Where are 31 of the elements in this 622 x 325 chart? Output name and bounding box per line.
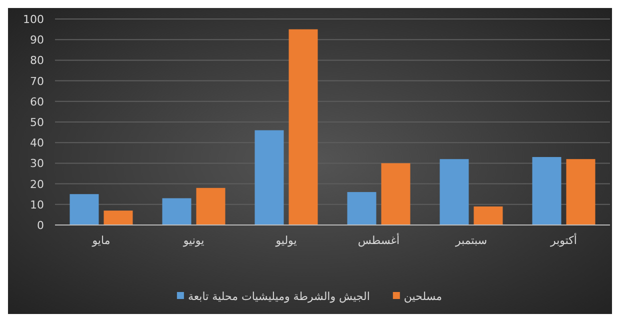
y-tick-label: 10 <box>30 198 44 212</box>
x-tick-label: يوليو <box>274 234 297 247</box>
y-tick-label: 60 <box>30 95 44 108</box>
bar <box>288 29 318 225</box>
x-tick-label: يونيو <box>182 234 204 247</box>
bar <box>347 192 376 225</box>
legend-label: مسلحين <box>404 290 442 303</box>
x-tick-label: أغسطس <box>358 233 400 247</box>
y-tick-label: 40 <box>30 136 44 150</box>
bar <box>532 157 562 225</box>
bar <box>381 163 410 225</box>
bar <box>474 206 503 225</box>
bar <box>440 159 469 225</box>
y-tick-label: 0 <box>37 219 44 232</box>
bar <box>196 188 226 225</box>
y-tick-label: 90 <box>30 34 44 47</box>
y-tick-label: 100 <box>23 13 44 26</box>
x-tick-label: مايو <box>91 234 110 247</box>
y-tick-label: 30 <box>30 157 44 170</box>
bar <box>104 210 133 225</box>
y-tick-label: 20 <box>30 178 44 191</box>
bar <box>254 130 284 225</box>
bar <box>566 159 596 225</box>
x-tick-label: سبتمبر <box>454 234 488 247</box>
y-tick-label: 50 <box>30 116 44 129</box>
bar <box>162 198 192 225</box>
bar <box>70 194 99 225</box>
y-tick-label: 80 <box>30 54 44 68</box>
x-tick-label: أكتوبر <box>550 233 577 247</box>
legend-label: الجيش والشرطة وميليشيات محلية تابعة <box>188 290 370 303</box>
y-tick-label: 70 <box>30 74 44 88</box>
